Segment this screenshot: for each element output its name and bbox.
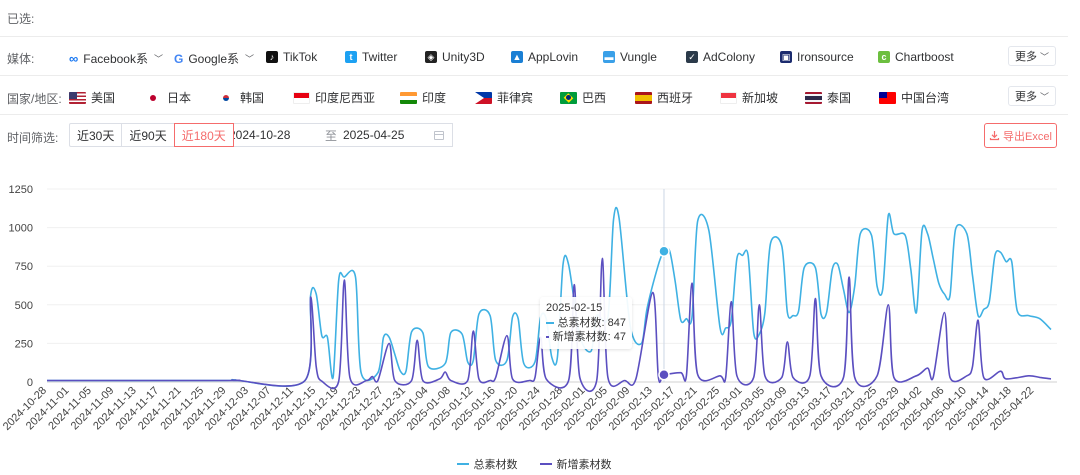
time-filter-label: 时间筛选:: [7, 131, 59, 145]
tooltip-new: 新增素材数: 47: [552, 331, 626, 343]
total-swatch: [546, 322, 554, 324]
download-icon: [989, 131, 1000, 141]
region-item-korea[interactable]: 韩国: [218, 89, 264, 106]
meta-icon: ∞: [69, 50, 79, 66]
y-tick-label: 1000: [9, 223, 33, 235]
media-more-button[interactable]: 更多 ﹀: [1007, 46, 1056, 66]
region-item-spain[interactable]: 西班牙: [635, 89, 693, 106]
adcolony-icon: ✓: [686, 51, 698, 63]
region-item-us[interactable]: 美国: [69, 89, 115, 106]
y-tick-label: 0: [27, 377, 33, 389]
series-line-new: [46, 257, 1052, 392]
us-flag-icon: [69, 91, 86, 104]
new-swatch: [546, 336, 549, 338]
region-item-singapore[interactable]: 新加坡: [720, 89, 778, 106]
divider: [0, 36, 1068, 37]
range-30-days-button[interactable]: 近30天: [69, 123, 123, 147]
media-item-facebook[interactable]: ∞ Facebook系 ﹀: [69, 50, 163, 67]
tooltip-total: 总素材数: 847: [557, 317, 626, 329]
calendar-icon[interactable]: [434, 130, 444, 140]
highlight-point-new: [658, 368, 670, 381]
media-item-ironsource[interactable]: ▣ Ironsource: [780, 50, 854, 64]
vungle-icon: ▬: [603, 51, 615, 63]
y-tick-label: 250: [15, 338, 33, 350]
region-item-taiwan[interactable]: 中国台湾: [879, 89, 949, 106]
region-item-philippines[interactable]: 菲律宾: [475, 89, 533, 106]
start-date-input[interactable]: 2024-10-28: [229, 128, 291, 142]
chevron-down-icon: ﹀: [245, 54, 255, 64]
tiktok-icon: ♪: [266, 51, 278, 63]
chartboost-icon: c: [878, 51, 890, 63]
region-item-brazil[interactable]: 巴西: [560, 89, 606, 106]
y-tick-label: 750: [15, 261, 33, 273]
twitter-icon: t: [345, 51, 357, 63]
media-item-tiktok[interactable]: ♪ TikTok: [266, 50, 317, 64]
region-item-japan[interactable]: 日本: [145, 89, 191, 106]
export-excel-button[interactable]: 导出Excel: [984, 123, 1057, 148]
thailand-flag-icon: [805, 91, 822, 104]
region-item-thailand[interactable]: 泰国: [805, 89, 851, 106]
region-more-button[interactable]: 更多 ﹀: [1007, 86, 1056, 106]
tooltip-date: 2025-02-15: [546, 302, 603, 314]
unity-icon: ◈: [425, 51, 437, 63]
region-item-india[interactable]: 印度: [400, 89, 446, 106]
spain-flag-icon: [635, 91, 652, 104]
divider: [0, 75, 1068, 76]
chart-tooltip: 2025-02-15 总素材数: 847 新增素材数: 47: [540, 297, 632, 349]
google-icon: G: [174, 51, 184, 66]
selected-label: 已选:: [7, 12, 35, 26]
brazil-flag-icon: [560, 91, 577, 104]
legend-swatch-total: [456, 463, 469, 465]
date-range-picker[interactable]: 2024-10-28 至 2025-04-25: [221, 123, 453, 147]
media-label: 媒体:: [7, 52, 35, 66]
y-tick-label: 500: [15, 300, 33, 312]
media-item-chartboost[interactable]: c Chartboost: [878, 50, 954, 64]
region-item-indonesia[interactable]: 印度尼西亚: [293, 89, 375, 106]
legend-swatch-new: [539, 463, 552, 465]
indonesia-flag-icon: [293, 91, 310, 104]
philippines-flag-icon: [475, 91, 492, 104]
singapore-flag-icon: [720, 91, 737, 104]
region-label: 国家/地区:: [7, 92, 62, 106]
y-tick-label: 1250: [9, 184, 33, 196]
date-separator: 至: [325, 128, 338, 143]
ironsource-icon: ▣: [780, 51, 792, 63]
range-90-days-button[interactable]: 近90天: [121, 123, 175, 147]
range-180-days-button[interactable]: 近180天: [173, 123, 234, 147]
japan-flag-icon: [145, 91, 162, 104]
chevron-down-icon: ﹀: [1039, 91, 1049, 102]
series-line-total: [46, 206, 1052, 387]
chevron-down-icon: ﹀: [1039, 51, 1049, 62]
media-item-unity3d[interactable]: ◈ Unity3D: [425, 50, 485, 64]
media-item-applovin[interactable]: ▲ AppLovin: [511, 50, 579, 64]
legend-item-total[interactable]: 总素材数: [456, 456, 518, 472]
end-date-input[interactable]: 2025-04-25: [343, 128, 405, 142]
chevron-down-icon: ﹀: [153, 54, 163, 64]
highlight-point-total: [658, 245, 670, 257]
india-flag-icon: [400, 91, 417, 104]
legend-item-new[interactable]: 新增素材数: [539, 456, 612, 472]
korea-flag-icon: [218, 91, 235, 104]
applovin-icon: ▲: [511, 51, 523, 63]
taiwan-flag-icon: [879, 91, 896, 104]
media-item-google[interactable]: G Google系 ﹀: [174, 51, 255, 67]
chart-legend: 总素材数 新增素材数: [0, 456, 1068, 472]
divider: [0, 114, 1068, 115]
media-item-twitter[interactable]: t Twitter: [345, 50, 397, 64]
media-item-vungle[interactable]: ▬ Vungle: [603, 50, 657, 64]
time-range-group: 近30天 近90天 近180天: [69, 123, 234, 147]
media-item-adcolony[interactable]: ✓ AdColony: [686, 50, 755, 64]
